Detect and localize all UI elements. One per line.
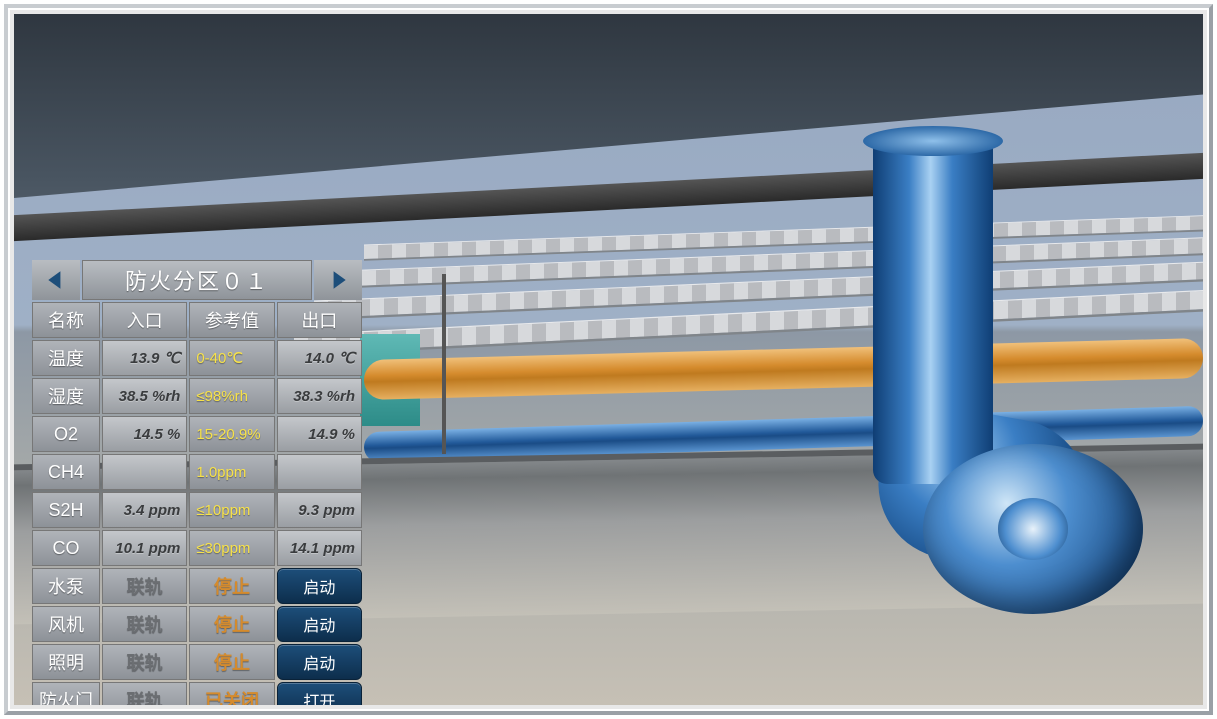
device-status: 已关闭 [189, 682, 274, 705]
sensor-inlet-value: 3.4 ppm [102, 492, 187, 528]
prev-zone-button[interactable] [32, 260, 80, 300]
sensor-outlet-value [277, 454, 362, 490]
device-link-mode: 联轨 [102, 606, 187, 642]
device-row: 风机联轨停止启动 [32, 606, 362, 642]
sensor-name: CO [32, 530, 100, 566]
sensor-name: S2H [32, 492, 100, 528]
sensor-outlet-value: 14.1 ppm [277, 530, 362, 566]
sensor-reference: 0-40℃ [189, 340, 274, 376]
sensor-outlet-value: 14.9 % [277, 416, 362, 452]
device-name: 风机 [32, 606, 100, 642]
device-status: 停止 [189, 644, 274, 680]
device-status: 停止 [189, 606, 274, 642]
col-header-name: 名称 [32, 302, 100, 338]
sensor-name: O2 [32, 416, 100, 452]
device-action-button[interactable]: 启动 [277, 568, 362, 604]
sensor-inlet-value: 10.1 ppm [102, 530, 187, 566]
3d-viewport: 防火分区０１ 名称 入口 参考值 出口 温度13.9 ℃0-40℃14.0 ℃湿… [14, 14, 1203, 705]
zone-title: 防火分区０１ [82, 260, 312, 300]
device-row: 照明联轨停止启动 [32, 644, 362, 680]
sensor-name: CH4 [32, 454, 100, 490]
col-header-outlet: 出口 [277, 302, 362, 338]
sensor-name: 温度 [32, 340, 100, 376]
device-name: 水泵 [32, 568, 100, 604]
zone-panel: 防火分区０１ 名称 入口 参考值 出口 温度13.9 ℃0-40℃14.0 ℃湿… [32, 260, 362, 705]
sensor-inlet-value: 14.5 % [102, 416, 187, 452]
sensor-outlet-value: 9.3 ppm [277, 492, 362, 528]
device-row: 水泵联轨停止启动 [32, 568, 362, 604]
device-action-button[interactable]: 启动 [277, 606, 362, 642]
sensor-pole [442, 274, 446, 454]
duct-cap [863, 126, 1003, 156]
sensor-inlet-value: 13.9 ℃ [102, 340, 187, 376]
device-action-button[interactable]: 打开 [277, 682, 362, 705]
duct-vertical [873, 134, 993, 484]
sensor-row: CH4 1.0ppm [32, 454, 362, 490]
sensor-reference: ≤98%rh [189, 378, 274, 414]
col-header-inlet: 入口 [102, 302, 187, 338]
sensor-row: O214.5 %15-20.9%14.9 % [32, 416, 362, 452]
sensor-inlet-value [102, 454, 187, 490]
sensor-reference: ≤10ppm [189, 492, 274, 528]
sensor-outlet-value: 14.0 ℃ [277, 340, 362, 376]
device-action-button[interactable]: 启动 [277, 644, 362, 680]
pump-unit [923, 444, 1143, 614]
sensor-reference: 15-20.9% [189, 416, 274, 452]
device-link-mode: 联轨 [102, 568, 187, 604]
device-row: 防火门联轨已关闭打开 [32, 682, 362, 705]
device-status: 停止 [189, 568, 274, 604]
pipe-orange [364, 338, 1203, 400]
sensor-inlet-value: 38.5 %rh [102, 378, 187, 414]
sensor-reference: ≤30ppm [189, 530, 274, 566]
sensor-reference: 1.0ppm [189, 454, 274, 490]
device-link-mode: 联轨 [102, 644, 187, 680]
col-header-ref: 参考值 [189, 302, 274, 338]
sensor-row: 温度13.9 ℃0-40℃14.0 ℃ [32, 340, 362, 376]
device-name: 照明 [32, 644, 100, 680]
sensor-name: 湿度 [32, 378, 100, 414]
device-name: 防火门 [32, 682, 100, 705]
sensor-row: CO10.1 ppm≤30ppm14.1 ppm [32, 530, 362, 566]
sensor-outlet-value: 38.3 %rh [277, 378, 362, 414]
sensor-row: S2H3.4 ppm≤10ppm9.3 ppm [32, 492, 362, 528]
sensor-row: 湿度38.5 %rh≤98%rh38.3 %rh [32, 378, 362, 414]
next-zone-button[interactable] [314, 260, 362, 300]
device-link-mode: 联轨 [102, 682, 187, 705]
